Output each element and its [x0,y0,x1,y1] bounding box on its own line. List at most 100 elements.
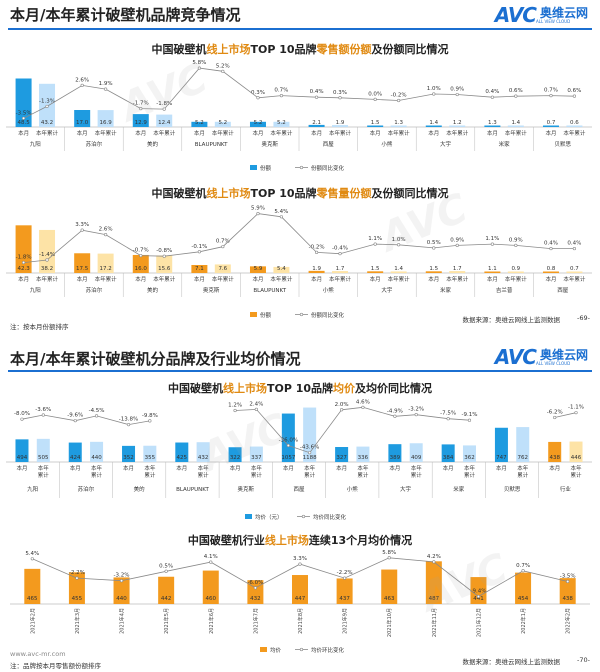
category-label: 大宇 [400,485,412,493]
bar [74,110,91,127]
category-label: BLAUPUNKT [195,142,228,148]
legend-label-bar: 均价 [270,646,282,654]
period-label: 本年 [304,464,316,472]
change-point [361,405,365,409]
bar [273,266,290,273]
bar [39,229,56,273]
change-label: 0.0% [368,91,382,97]
bar-value-label: 16.9 [99,120,112,126]
legend-swatch-bar [260,647,267,652]
bar [68,442,82,462]
bar [542,125,559,127]
category-label: 2021年3月 [74,608,81,634]
bar [356,446,370,462]
bar-value-label: 1188 [303,455,317,461]
period-label: 本月 [370,129,381,137]
change-point [139,106,143,111]
category-label: 2021年10月 [386,608,393,637]
legend-swatch-point [299,312,304,317]
bar-value-label: 322 [230,455,241,461]
change-label: 3.3% [75,222,89,228]
category-label: 2021年6月 [208,608,215,634]
period-label: 本月 [428,129,439,137]
period-label: 本月 [370,275,381,283]
chart2-title: 中国破壁机线上市场TOP 10品牌零售量份额及份额同比情况 [151,187,449,200]
category-label: 美的 [147,140,159,148]
bar [462,445,476,462]
period-label: 本年 [411,464,423,472]
bar-value-label: 38.2 [41,266,53,272]
period-label: 本月 [311,129,322,137]
header-rule [8,28,592,30]
bar [381,569,398,604]
change-label: 4.1% [204,554,218,560]
change-point [20,417,24,421]
bar [308,270,325,273]
bar [15,225,32,273]
period-label: 本月 [283,464,294,472]
category-label: 奥克斯 [203,286,220,294]
bar [425,561,442,604]
period-label: 本年 [357,464,369,472]
bar-value-label: 17.5 [76,266,89,272]
period-label: 累计 [251,471,263,479]
change-point [521,569,525,573]
category-label: 米家 [453,485,465,493]
bar [249,266,266,273]
legend-swatch-point [299,647,304,652]
period-label: 本年累计 [36,275,59,283]
period-label: 本年累计 [329,129,352,137]
period-label: 本月 [18,129,29,137]
change-point [566,579,570,584]
period-label: 本月 [487,129,498,137]
change-point [373,97,377,102]
change-point [314,95,319,99]
change-label: 0.7% [544,88,558,94]
period-label: 本月 [135,129,146,137]
bar [273,121,290,127]
bar [484,125,501,127]
change-label: 0.4% [567,241,581,247]
change-label: -13.8% [119,417,138,423]
change-point [45,104,49,109]
period-label: 本月 [135,275,146,283]
period-label: 本月 [252,129,263,137]
bar-value-label: 1.4 [511,120,520,126]
avc-logo: AVC 奥维云网 ALL VIEW CLOUD [495,2,588,28]
bar-value-label: 1.5 [371,120,380,126]
logo-en: ALL VIEW CLOUD [535,18,571,24]
change-label: 0.7% [216,239,230,245]
change-label: -1.3% [39,98,55,104]
bar [515,572,532,604]
category-label: 九阳 [27,485,38,493]
change-point [455,243,459,248]
change-label: -3.2% [408,407,424,413]
period-label: 本年累计 [270,275,293,283]
bar-value-label: 1.9 [336,120,345,126]
change-point [45,258,49,262]
category-label: 2021年11月 [431,608,438,637]
period-label: 本年累计 [95,129,118,137]
note2: 注：品牌按本月零售额份额排序 [10,662,101,670]
change-line [235,406,470,454]
period-label: 本年累计 [446,129,469,137]
category-label: 2021年2月 [29,608,36,634]
bar [292,575,308,604]
bar-value-label: 446 [571,455,582,461]
period-label: 累计 [571,471,583,479]
change-point [298,562,302,566]
bar-value-label: 1.2 [453,120,462,126]
period-label: 本年累计 [446,275,469,283]
change-label: 5.4% [274,209,288,215]
change-label: 0.3% [333,90,347,96]
chart4-title: 中国破壁机行业线上市场连续13个月均价情况 [187,534,413,547]
bar [214,121,231,127]
period-label: 本年 [91,464,103,472]
bar [97,110,114,127]
bar-value-label: 327 [336,455,347,461]
period-label: 本月 [428,275,439,283]
bar-value-label: 409 [411,455,422,461]
change-label: -1.8% [156,101,172,107]
change-label: 1.1% [368,236,382,242]
change-point [574,411,578,415]
